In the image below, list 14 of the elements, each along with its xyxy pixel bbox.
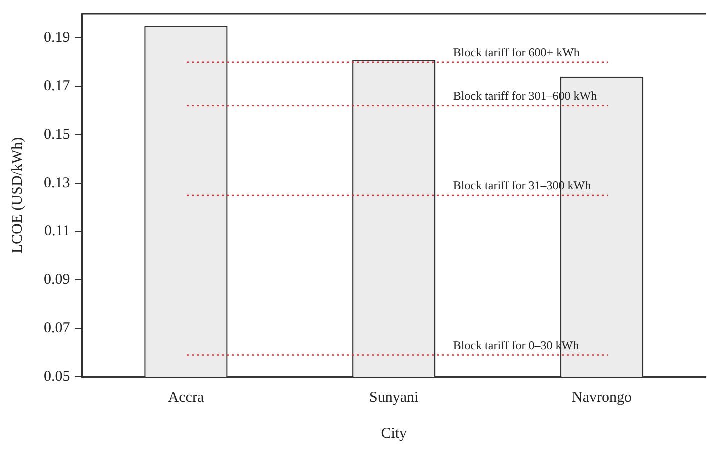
y-tick-label: 0.05: [44, 368, 70, 385]
y-tick-label: 0.15: [44, 126, 70, 143]
x-tick-label: Navrongo: [572, 390, 632, 406]
y-tick-label: 0.09: [44, 272, 70, 288]
y-tick-label: 0.13: [44, 175, 70, 192]
y-tick-label: 0.17: [44, 78, 71, 95]
ref-line-label: Block tariff for 600+ kWh: [453, 46, 580, 60]
x-axis-title: City: [381, 426, 408, 442]
y-tick-label: 0.19: [44, 30, 70, 46]
y-axis-title: LCOE (USD/kWh): [10, 137, 26, 254]
y-tick-label: 0.11: [44, 224, 70, 240]
x-tick-label: Accra: [168, 390, 204, 406]
y-tick-label: 0.07: [44, 320, 71, 337]
x-tick-label: Sunyani: [370, 390, 419, 406]
